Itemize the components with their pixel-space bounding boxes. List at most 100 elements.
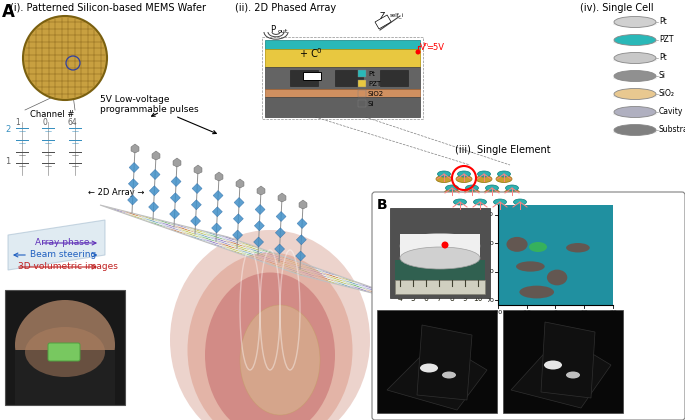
- Polygon shape: [128, 179, 138, 189]
- Text: 5V Low-voltage
programmable pulses: 5V Low-voltage programmable pulses: [100, 95, 199, 114]
- Polygon shape: [212, 223, 222, 233]
- Polygon shape: [236, 243, 272, 254]
- Ellipse shape: [493, 199, 506, 205]
- Bar: [303, 72, 321, 80]
- Text: 1: 1: [5, 158, 10, 166]
- Polygon shape: [191, 200, 201, 210]
- Ellipse shape: [453, 199, 466, 205]
- Ellipse shape: [544, 360, 562, 370]
- Polygon shape: [253, 237, 264, 247]
- Text: 60: 60: [486, 269, 494, 274]
- Text: (iv). Single Cell: (iv). Single Cell: [580, 3, 653, 13]
- Polygon shape: [272, 254, 308, 265]
- Ellipse shape: [473, 199, 486, 205]
- Text: 20: 20: [609, 310, 617, 315]
- Ellipse shape: [504, 189, 520, 197]
- Polygon shape: [194, 165, 202, 174]
- Polygon shape: [275, 244, 284, 254]
- Polygon shape: [254, 221, 264, 231]
- Polygon shape: [232, 248, 268, 259]
- Polygon shape: [212, 241, 248, 252]
- Ellipse shape: [442, 372, 456, 378]
- Ellipse shape: [547, 270, 567, 285]
- Ellipse shape: [458, 171, 471, 177]
- Text: 0: 0: [42, 118, 47, 127]
- Bar: [265, 97, 420, 117]
- Text: 20: 20: [469, 404, 475, 409]
- Polygon shape: [220, 247, 256, 258]
- Polygon shape: [256, 258, 292, 269]
- Text: Marker3: Marker3: [561, 390, 597, 399]
- Polygon shape: [184, 228, 220, 239]
- Polygon shape: [213, 191, 223, 200]
- Polygon shape: [168, 224, 204, 235]
- Polygon shape: [336, 278, 372, 289]
- Ellipse shape: [400, 247, 480, 269]
- Text: ← 2D Array →: ← 2D Array →: [88, 188, 145, 197]
- Ellipse shape: [205, 273, 335, 420]
- Ellipse shape: [492, 204, 508, 210]
- Text: 70: 70: [486, 297, 494, 302]
- Polygon shape: [180, 225, 216, 236]
- Text: Z: Z: [305, 71, 310, 80]
- Circle shape: [416, 50, 421, 55]
- Polygon shape: [276, 257, 312, 268]
- Polygon shape: [387, 340, 487, 410]
- Text: SiO2: SiO2: [368, 90, 384, 97]
- Polygon shape: [152, 220, 188, 231]
- Polygon shape: [541, 322, 595, 398]
- Bar: [290, 70, 318, 86]
- Bar: [15, 350, 115, 405]
- Polygon shape: [215, 172, 223, 181]
- FancyBboxPatch shape: [372, 192, 685, 420]
- Text: PZT: PZT: [659, 36, 673, 45]
- Polygon shape: [180, 233, 216, 244]
- Polygon shape: [228, 245, 264, 256]
- Text: Channel #: Channel #: [30, 110, 75, 119]
- Polygon shape: [188, 231, 224, 242]
- Polygon shape: [360, 288, 396, 299]
- Polygon shape: [297, 218, 307, 228]
- Polygon shape: [131, 144, 139, 153]
- Polygon shape: [296, 264, 332, 275]
- Bar: [5, 290, 125, 405]
- Text: P: P: [270, 25, 275, 34]
- Polygon shape: [233, 230, 242, 240]
- Polygon shape: [171, 176, 181, 186]
- Polygon shape: [192, 234, 228, 245]
- Text: 7: 7: [436, 294, 441, 303]
- Ellipse shape: [464, 189, 480, 197]
- Text: 6: 6: [423, 294, 428, 303]
- Ellipse shape: [614, 124, 656, 136]
- Text: Pt: Pt: [368, 71, 375, 76]
- Text: 1: 1: [16, 118, 21, 127]
- Polygon shape: [511, 335, 611, 408]
- Ellipse shape: [456, 176, 472, 183]
- Ellipse shape: [188, 252, 353, 420]
- Ellipse shape: [613, 75, 657, 81]
- Polygon shape: [260, 253, 296, 264]
- Polygon shape: [129, 163, 139, 173]
- Polygon shape: [150, 210, 380, 420]
- Text: Substrate: Substrate: [659, 126, 685, 134]
- Text: Si: Si: [368, 100, 375, 107]
- Text: Si: Si: [659, 71, 666, 81]
- Polygon shape: [276, 265, 312, 276]
- Text: B: B: [377, 198, 388, 212]
- Bar: [265, 89, 420, 97]
- Text: 0: 0: [553, 310, 558, 315]
- Polygon shape: [292, 269, 328, 280]
- Polygon shape: [275, 228, 286, 238]
- Ellipse shape: [613, 21, 657, 27]
- Polygon shape: [220, 239, 256, 250]
- Text: 2D Array
Wearable
Patch: 2D Array Wearable Patch: [13, 370, 49, 400]
- Circle shape: [442, 241, 449, 249]
- Polygon shape: [312, 268, 348, 279]
- Text: m: m: [311, 75, 316, 80]
- Bar: [358, 70, 366, 77]
- Ellipse shape: [444, 189, 460, 197]
- Polygon shape: [234, 197, 244, 207]
- Ellipse shape: [472, 204, 488, 210]
- Bar: [377, 310, 497, 413]
- Ellipse shape: [436, 176, 452, 183]
